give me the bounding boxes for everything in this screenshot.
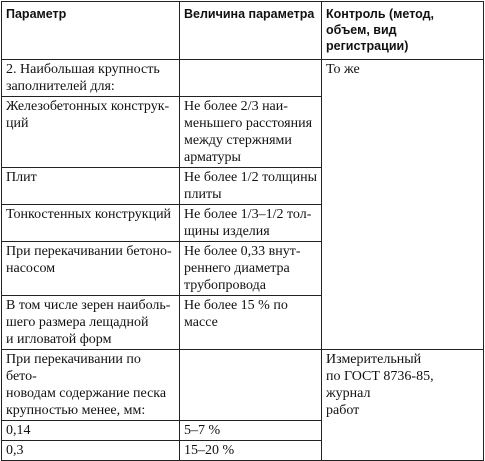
table-row: В том числе зерен наиболь- шего размера …: [1, 295, 484, 350]
table-row: Тонкостенных конструкций Не более 1/3–1/…: [1, 204, 484, 242]
cell-parameter: 0,14: [1, 420, 180, 441]
cell-parameter: Тонкостенных конструкций: [1, 204, 180, 242]
cell-value: [179, 349, 322, 421]
table-row: 2. Наибольшая крупность заполнителей для…: [1, 59, 484, 350]
cell-parameter: В том числе зерен наиболь- шего размера …: [1, 295, 180, 350]
header-control: Контроль (метод, объем, вид регистрации): [321, 1, 484, 60]
cell-parameter: 0,3: [1, 440, 180, 461]
cell-value: [179, 59, 322, 97]
cell-value: Не более 15 % по массе: [179, 295, 322, 350]
table-header-row: Параметр Величина параметра Контроль (ме…: [1, 1, 484, 60]
cell-parameter: При перекачивании по бето- новодам содер…: [1, 349, 180, 421]
cell-parameter: При перекачивании бетоно- насосом: [1, 241, 180, 296]
cell-value: 5–7 %: [179, 420, 322, 441]
table-row: Железобетонных конструк- ций Не более 2/…: [1, 96, 484, 168]
table-row: При перекачивании по бето- новодам содер…: [1, 349, 484, 461]
cell-control: Измерительный по ГОСТ 8736-85, журнал ра…: [321, 349, 484, 461]
cell-parameter: Железобетонных конструк- ций: [1, 96, 180, 168]
cell-value: 15–20 %: [179, 440, 322, 461]
cell-parameter: Плит: [1, 167, 180, 205]
cell-value: Не более 1/3–1/2 тол- щины изделия: [179, 204, 322, 242]
cell-parameter: 2. Наибольшая крупность заполнителей для…: [1, 59, 180, 97]
header-value: Величина параметра: [179, 1, 322, 60]
cell-control: То же: [321, 59, 484, 350]
header-parameter: Параметр: [1, 1, 180, 60]
cell-value: Не более 0,33 внут- реннего диаметра тру…: [179, 241, 322, 296]
cell-value: Не более 1/2 толщины плиты: [179, 167, 322, 205]
table-row: Плит Не более 1/2 толщины плиты: [1, 167, 484, 205]
cell-value: Не более 2/3 наи- меньшего расстояния ме…: [179, 96, 322, 168]
